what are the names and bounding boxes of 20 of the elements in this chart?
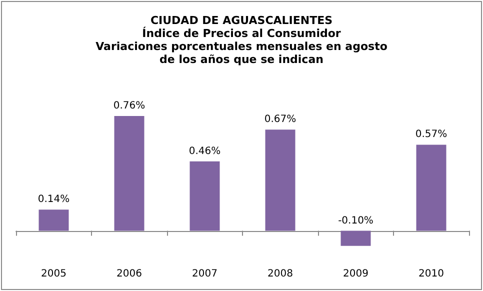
bar [340,230,371,246]
data-label: -0.10% [338,215,374,226]
chart-title: CIUDAD DE AGUASCALIENTES [150,14,333,27]
x-tick-label: 2006 [116,268,142,280]
x-tick-label: 2005 [41,268,66,280]
bar [190,161,220,231]
data-label: 0.46% [188,146,221,157]
x-tick-label: 2010 [418,268,444,280]
x-tick-label: 2008 [268,268,293,280]
bar [114,116,144,231]
data-label: 0.57% [415,129,448,140]
data-label: 0.76% [113,100,146,112]
chart-subtitle: Índice de Precios al Consumidor Variaciones porcentuales mensuales en agosto de los años que se indican [96,26,388,66]
bar [416,144,446,231]
data-label: 0.67% [264,114,296,126]
bar [38,210,69,231]
data-label: 0.14% [38,194,70,206]
x-tick-label: 2007 [192,268,218,280]
bar [265,130,296,231]
x-tick-label: 2009 [343,268,368,280]
